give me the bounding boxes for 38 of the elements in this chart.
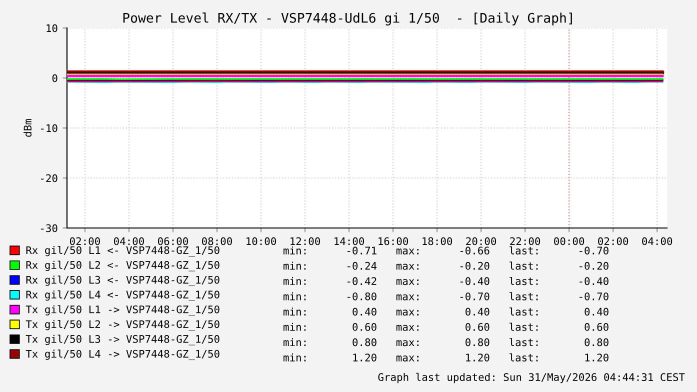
x-tick-label: 02:00 (70, 237, 100, 246)
x-tick-label: 18:00 (422, 237, 452, 246)
chart-title: Power Level RX/TX - VSP7448-UdL6 gi 1/50 - [Daily Graph] (123, 12, 572, 26)
y-tick-label: 0 (52, 74, 58, 82)
x-tick-label: 06:00 (158, 237, 188, 246)
x-tick-label: 04:00 (642, 237, 672, 246)
x-tick-label: 04:00 (114, 237, 144, 246)
x-tick-label: 12:00 (290, 237, 320, 246)
y-tick-label: 10 (46, 24, 58, 32)
x-tick-label: 08:00 (202, 237, 232, 246)
x-tick-label: 22:00 (510, 237, 540, 246)
legend-label: Tx gil/50 L3 -> VSP7448-GZ_1/50 (26, 334, 220, 346)
x-tick-label: 14:00 (334, 237, 364, 246)
y-axis-title: dBm (24, 119, 32, 137)
legend-label: Tx gil/50 L1 -> VSP7448-GZ_1/50 (26, 305, 220, 316)
legend-label: Rx gil/50 L2 <- VSP7448-GZ_1/50 (26, 260, 220, 272)
x-tick-label: 00:00 (554, 237, 584, 246)
legend-label: Rx gil/50 L4 <- VSP7448-GZ_1/50 (26, 290, 220, 301)
legend-label: Tx gil/50 L2 -> VSP7448-GZ_1/50 (26, 320, 220, 330)
text: min: 1.20 max: 1.20 last: 1.20 (284, 353, 608, 362)
x-tick-label: 10:00 (246, 237, 276, 246)
legend-label: Rx gil/50 L3 <- VSP7448-GZ_1/50 (26, 276, 220, 286)
text: Graph last updated: Sun 31/May/2026 04:44:31 CEST (378, 372, 685, 384)
y-tick-label: -10 (40, 124, 58, 132)
legend-label: Tx gil/50 L4 -> VSP7448-GZ_1/50 (26, 350, 220, 360)
x-tick-label: 16:00 (378, 237, 408, 246)
legend-label: Rx gil/50 L1 <- VSP7448-GZ_1/50 (26, 246, 220, 256)
x-tick-label: 20:00 (466, 237, 496, 246)
y-tick-label: -20 (40, 174, 58, 182)
text: min: -0.71 max: -0.66 last: -0.70 (284, 246, 608, 255)
text: min: -0.24 max: -0.20 last: -0.20 (284, 262, 608, 270)
x-tick-label: 02:00 (598, 237, 628, 246)
y-tick-label: -30 (40, 224, 58, 232)
text: min: 0.80 max: 0.80 last: 0.80 (284, 338, 608, 346)
text: min: 0.40 max: 0.40 last: 0.40 (284, 308, 608, 316)
text: min: -0.42 max: -0.40 last: -0.40 (284, 276, 608, 286)
text: min: -0.80 max: -0.70 last: -0.70 (284, 292, 608, 300)
text: min: 0.60 max: 0.60 last: 0.60 (284, 322, 608, 331)
